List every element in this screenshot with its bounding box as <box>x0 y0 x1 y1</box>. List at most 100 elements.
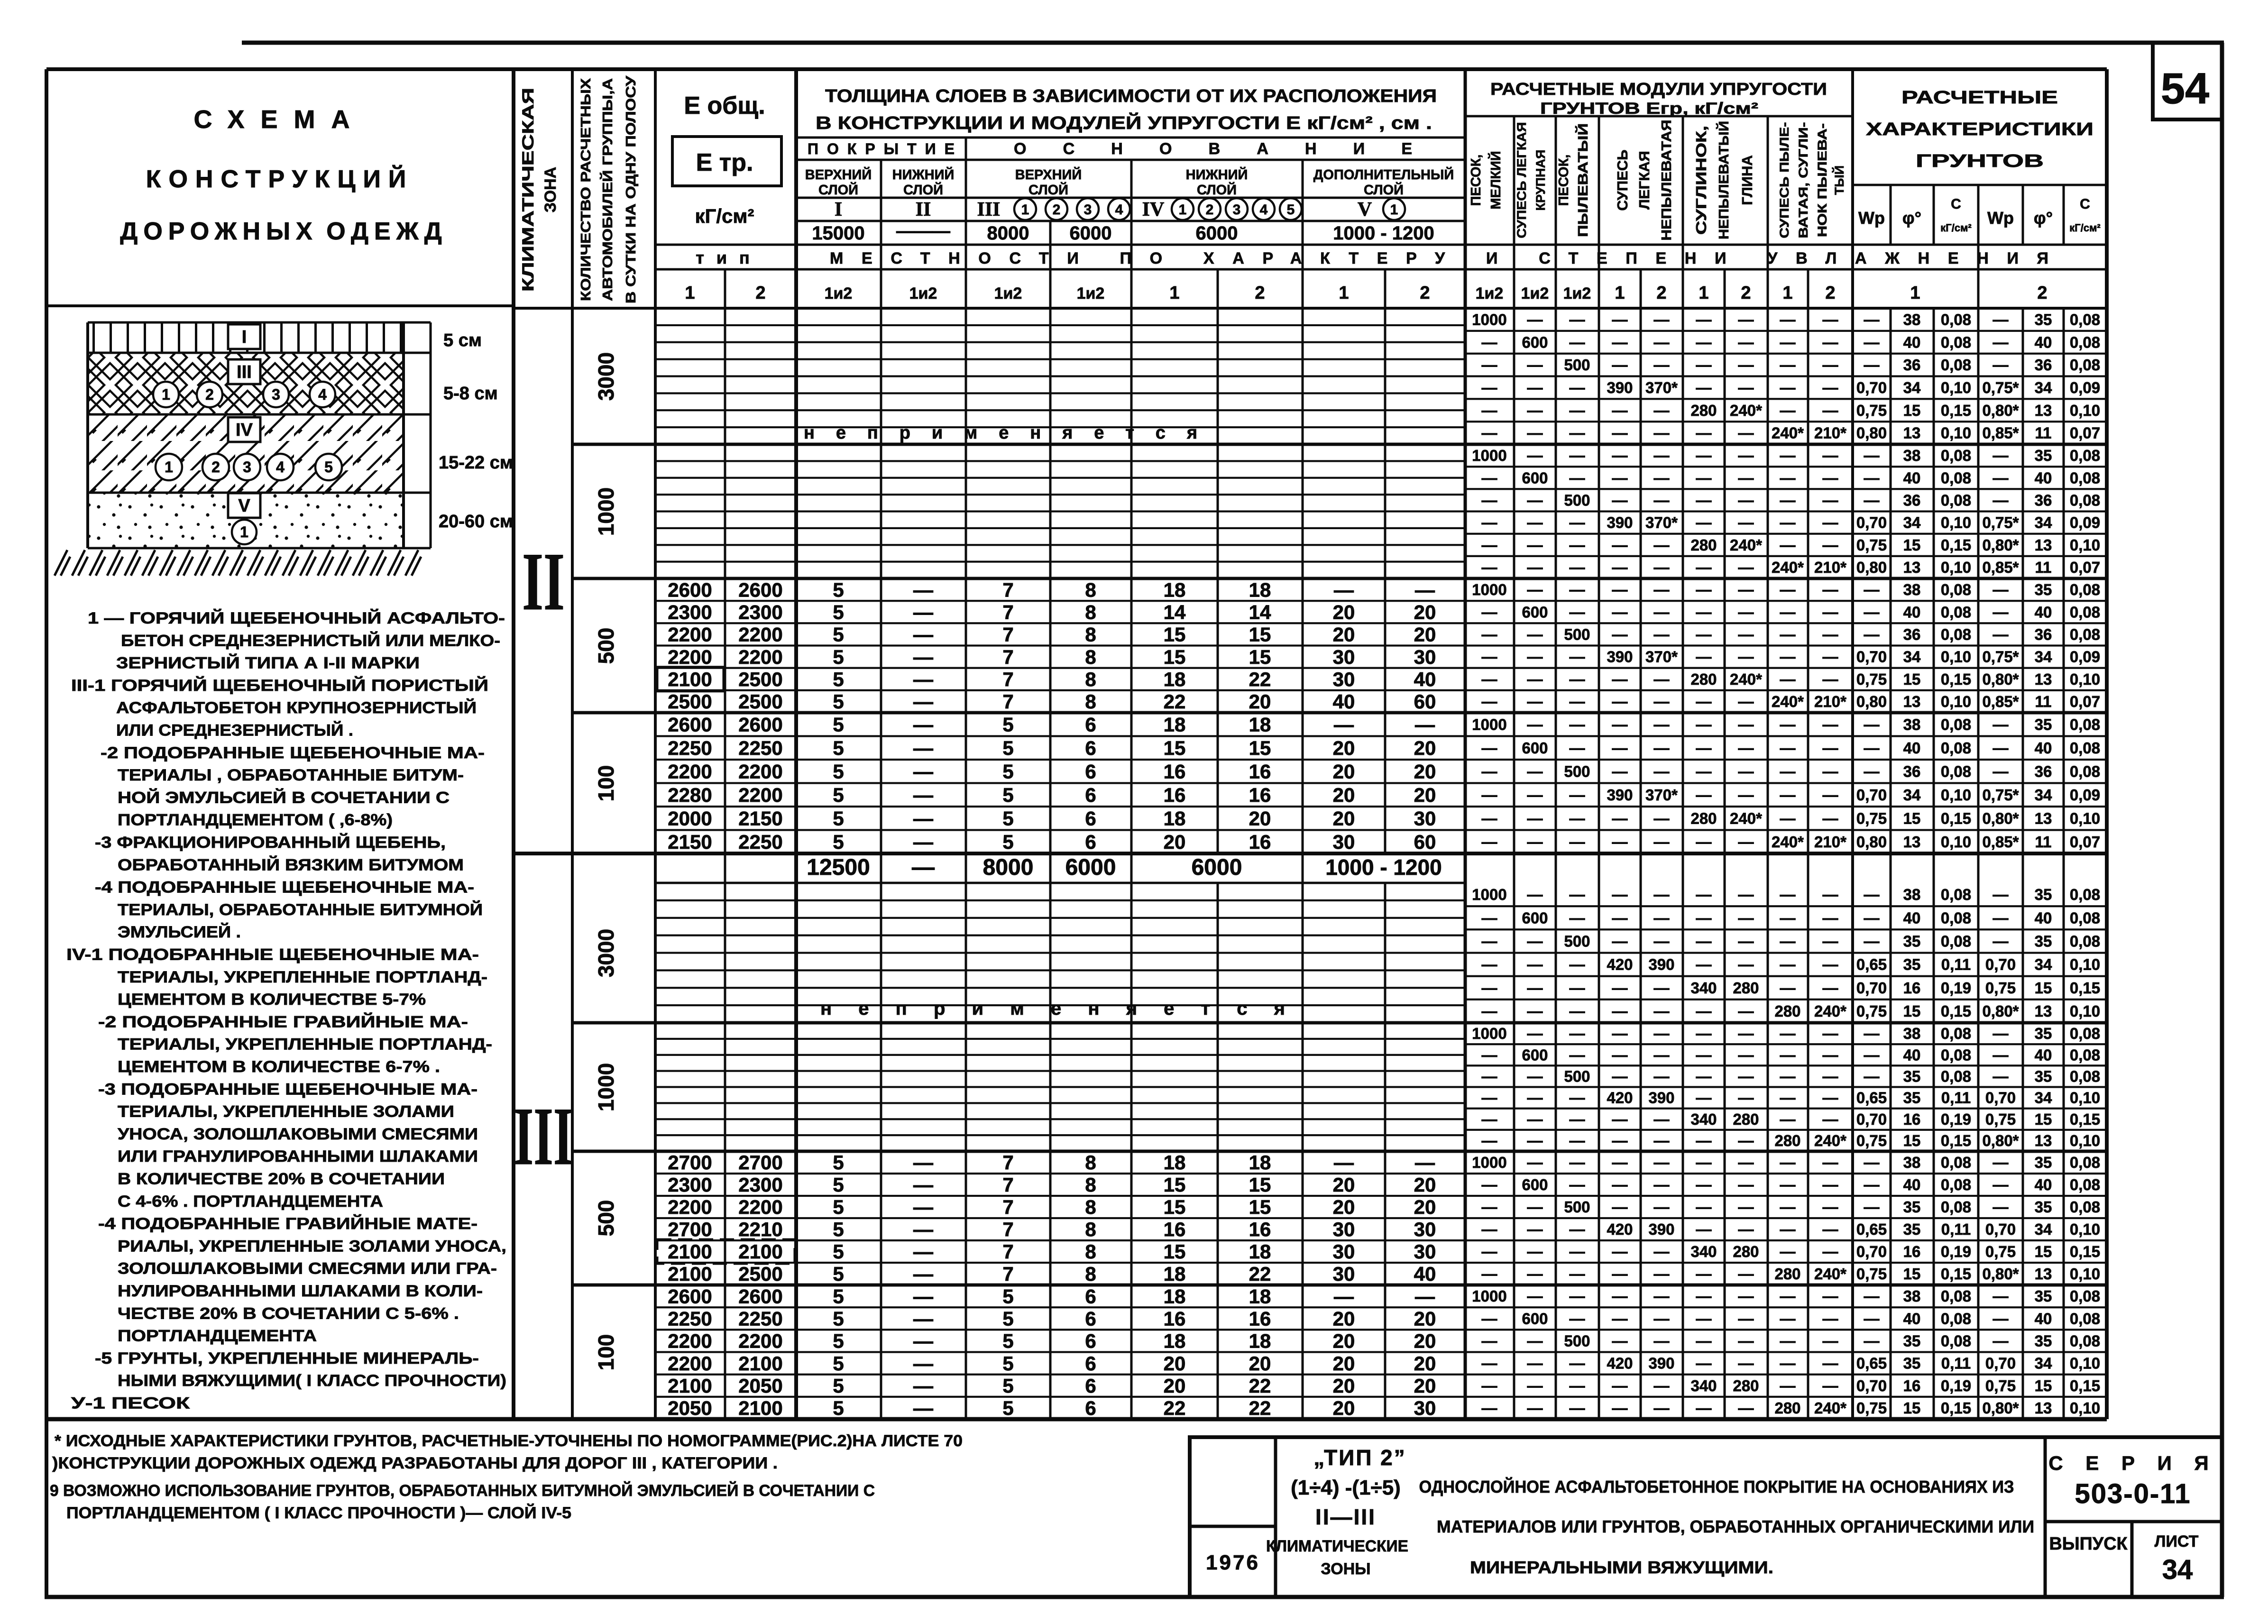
svg-text:—: — <box>1612 739 1628 757</box>
svg-text:—: — <box>1823 447 1838 464</box>
svg-text:2200: 2200 <box>668 646 712 668</box>
svg-text:КЛИМАТИЧЕСКАЯ: КЛИМАТИЧЕСКАЯ <box>519 88 537 292</box>
svg-text:—: — <box>1696 1287 1712 1305</box>
svg-text:1и2: 1и2 <box>1563 284 1591 303</box>
svg-text:—: — <box>1654 559 1670 576</box>
svg-text:—: — <box>913 1151 933 1174</box>
svg-text:I: I <box>835 199 842 220</box>
svg-text:15: 15 <box>1903 536 1921 554</box>
svg-text:0,75*: 0,75* <box>1982 786 2019 804</box>
svg-text:390: 390 <box>1648 1220 1674 1238</box>
svg-text:20: 20 <box>1333 1174 1355 1196</box>
svg-text:—: — <box>1780 886 1796 903</box>
svg-text:—: — <box>1780 979 1796 997</box>
svg-text:0,08: 0,08 <box>2070 909 2100 927</box>
svg-text:—: — <box>1482 424 1497 442</box>
svg-text:5: 5 <box>1002 807 1013 830</box>
svg-text:35: 35 <box>2035 933 2052 950</box>
svg-text:—: — <box>1527 559 1543 576</box>
svg-text:0,08: 0,08 <box>1941 886 1971 903</box>
svg-text:210*: 210* <box>1814 693 1846 710</box>
svg-text:6: 6 <box>1085 714 1096 736</box>
svg-text:—: — <box>1654 1265 1670 1283</box>
svg-text:20: 20 <box>1414 1330 1436 1352</box>
svg-text:0,08: 0,08 <box>1941 469 1971 486</box>
svg-text:14: 14 <box>1164 601 1186 624</box>
svg-text:7: 7 <box>1002 668 1013 690</box>
svg-text:—: — <box>1570 514 1585 532</box>
svg-text:0,08: 0,08 <box>2070 626 2100 643</box>
svg-text:6000: 6000 <box>1070 223 1112 244</box>
svg-text:2100: 2100 <box>668 1263 712 1285</box>
svg-text:—: — <box>1993 447 2009 464</box>
svg-text:0,10: 0,10 <box>2070 956 2100 973</box>
svg-text:15: 15 <box>1249 646 1271 668</box>
svg-text:—: — <box>1612 402 1628 419</box>
svg-text:18: 18 <box>1164 1330 1186 1352</box>
svg-text:0,08: 0,08 <box>1941 333 1971 351</box>
svg-text:15: 15 <box>1164 1196 1186 1218</box>
svg-text:15: 15 <box>2035 979 2052 997</box>
svg-text:0,09: 0,09 <box>2070 786 2100 804</box>
svg-text:20: 20 <box>1333 1375 1355 1397</box>
svg-text:—: — <box>1864 1046 1880 1064</box>
svg-text:5: 5 <box>1002 1285 1013 1307</box>
svg-text:7: 7 <box>1002 1174 1013 1196</box>
svg-text:34: 34 <box>2035 648 2052 666</box>
svg-text:—: — <box>1780 1355 1796 1372</box>
svg-text:1и2: 1и2 <box>994 284 1022 303</box>
svg-text:—: — <box>1993 1154 2009 1171</box>
svg-text:—: — <box>1696 1046 1712 1064</box>
svg-text:—: — <box>1654 1399 1670 1417</box>
svg-text:—: — <box>1482 1332 1497 1350</box>
svg-text:ВЫПУСК: ВЫПУСК <box>2049 1534 2128 1554</box>
svg-text:т и п: т и п <box>696 248 753 267</box>
svg-text:III: III <box>514 1090 573 1182</box>
svg-text:—: — <box>1415 1285 1435 1307</box>
svg-text:—: — <box>1654 603 1670 621</box>
svg-text:—: — <box>1696 514 1712 532</box>
svg-text:13: 13 <box>2035 1399 2052 1417</box>
svg-text:—: — <box>1696 739 1712 757</box>
svg-text:15: 15 <box>1249 737 1271 759</box>
svg-text:2600: 2600 <box>668 714 712 736</box>
svg-text:СХЕМА: СХЕМА <box>194 105 366 134</box>
svg-text:—: — <box>1864 739 1880 757</box>
svg-text:13: 13 <box>2035 1002 2052 1020</box>
svg-text:—: — <box>1864 626 1880 643</box>
svg-text:МЕЛКИЙ: МЕЛКИЙ <box>1488 151 1504 209</box>
svg-text:4: 4 <box>1260 202 1268 218</box>
svg-text:0,08: 0,08 <box>2070 1025 2100 1042</box>
svg-text:0,75: 0,75 <box>1985 1377 2016 1395</box>
svg-text:„ТИП 2”: „ТИП 2” <box>1313 1445 1406 1470</box>
svg-text:—: — <box>1482 670 1497 688</box>
svg-text:—: — <box>1696 909 1712 927</box>
svg-text:5: 5 <box>833 1352 844 1375</box>
svg-text:—: — <box>1654 1176 1670 1193</box>
svg-text:500: 500 <box>1564 356 1590 374</box>
svg-text:—: — <box>1527 1265 1543 1283</box>
svg-text:0,65: 0,65 <box>1856 1355 1887 1372</box>
svg-text:20: 20 <box>1333 601 1355 624</box>
svg-text:—: — <box>1527 514 1543 532</box>
svg-text:0,10: 0,10 <box>2070 1132 2100 1149</box>
svg-text:5: 5 <box>833 831 844 853</box>
svg-text:0,08: 0,08 <box>2070 739 2100 757</box>
svg-text:—: — <box>1738 311 1754 329</box>
svg-text:35: 35 <box>2035 447 2052 464</box>
svg-text:0,75: 0,75 <box>1856 1399 1887 1417</box>
svg-text:240*: 240* <box>1730 670 1762 688</box>
svg-text:2500: 2500 <box>738 690 782 713</box>
svg-text:18: 18 <box>1164 1263 1186 1285</box>
svg-text:22: 22 <box>1164 1397 1186 1419</box>
svg-text:16: 16 <box>1903 979 1921 997</box>
svg-text:0,75: 0,75 <box>1856 536 1887 554</box>
svg-text:35: 35 <box>1903 1068 1921 1085</box>
svg-text:0,80*: 0,80* <box>1982 1002 2019 1020</box>
svg-text:0,08: 0,08 <box>1941 356 1971 374</box>
svg-text:40: 40 <box>1414 1263 1436 1285</box>
svg-text:20: 20 <box>1164 1375 1186 1397</box>
svg-text:38: 38 <box>1903 1154 1921 1171</box>
svg-text:Wp: Wp <box>1858 208 1885 228</box>
svg-text:—: — <box>1612 1025 1628 1042</box>
